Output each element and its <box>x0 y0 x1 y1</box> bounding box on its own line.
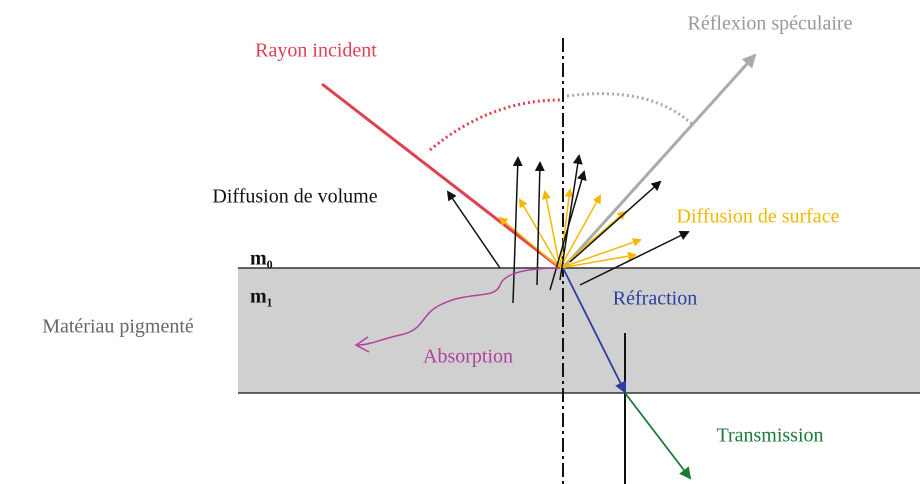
transmission-label: Transmission <box>716 425 823 447</box>
arrow <box>559 238 642 269</box>
incident-ray <box>321 82 561 270</box>
absorption-path <box>357 267 561 346</box>
incident-angle <box>429 98 561 152</box>
reflection-angle <box>566 92 695 127</box>
volume-scatter <box>446 154 690 304</box>
arrow <box>498 216 561 269</box>
m1-label: m₁ <box>250 286 273 308</box>
absorption-label: Absorption <box>423 346 513 368</box>
specular-label: Réflexion spéculaire <box>688 13 853 35</box>
m0-label: m₀ <box>250 248 273 270</box>
refraction-label: Réfraction <box>613 288 697 310</box>
arrow <box>446 190 501 269</box>
arrow <box>559 154 583 281</box>
arrow <box>518 198 561 269</box>
arrow <box>559 251 637 269</box>
surface-scatter <box>498 188 642 269</box>
material-label: Matériau pigmenté <box>42 316 194 338</box>
incident-label: Rayon incident <box>255 40 377 62</box>
arrow <box>534 161 545 286</box>
material-slab <box>238 268 920 393</box>
refraction-ray <box>562 267 626 394</box>
arrow <box>541 190 561 269</box>
arrow <box>559 194 601 269</box>
absorption-arrowhead <box>354 336 370 353</box>
specular-ray <box>561 53 757 270</box>
surface-label: Diffusion de surface <box>677 206 840 228</box>
transmission-ray <box>624 392 692 480</box>
arrow <box>569 180 662 263</box>
arrow <box>559 210 627 269</box>
arrow <box>512 156 523 304</box>
arrow <box>579 231 690 286</box>
volume-label: Diffusion de volume <box>212 186 377 208</box>
arrow <box>559 188 574 269</box>
